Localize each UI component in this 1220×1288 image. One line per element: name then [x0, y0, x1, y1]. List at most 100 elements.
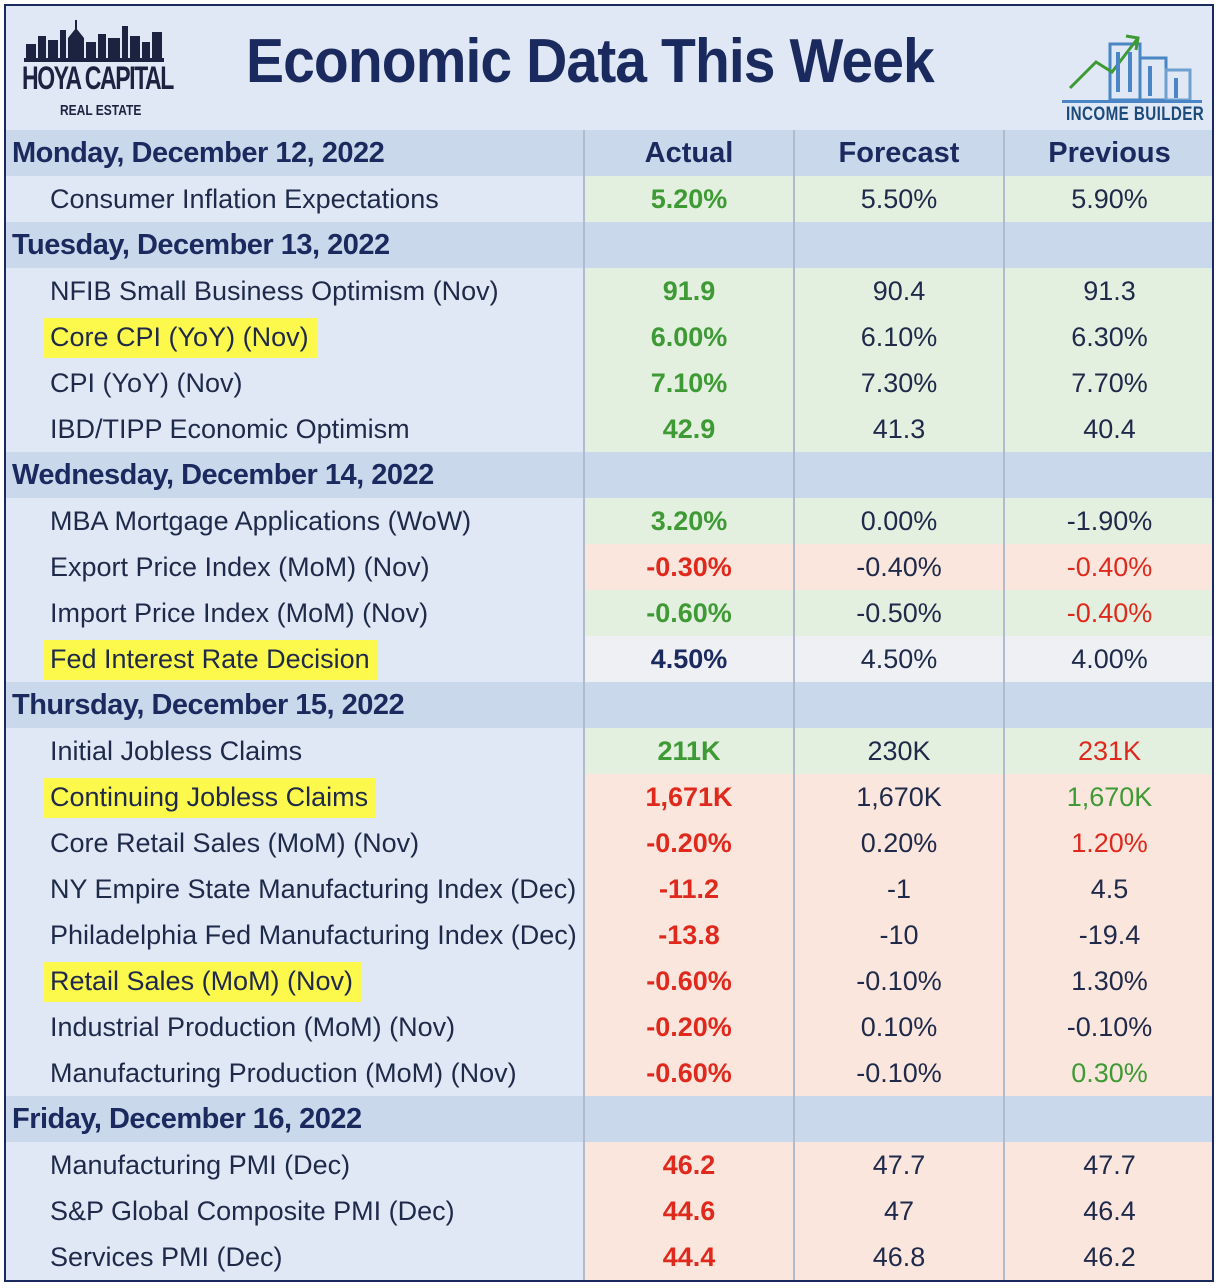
- previous-value: 46.2: [1003, 1234, 1212, 1280]
- indicator-cell: Manufacturing PMI (Dec): [6, 1142, 584, 1188]
- indicator-label: Continuing Jobless Claims: [44, 777, 377, 818]
- previous-value: 6.30%: [1003, 314, 1212, 360]
- day-label: Friday, December 16, 2022: [6, 1096, 584, 1142]
- actual-value: 91.9: [583, 268, 794, 314]
- forecast-value: -0.50%: [793, 590, 1004, 636]
- indicator-row: Core Retail Sales (MoM) (Nov) -0.20% 0.20%…: [6, 820, 1212, 866]
- previous-value: 0.30%: [1003, 1050, 1212, 1096]
- indicator-label: Fed Interest Rate Decision: [44, 639, 378, 680]
- column-header-forecast: [793, 452, 1004, 498]
- forecast-value: -0.40%: [793, 544, 1004, 590]
- forecast-value: 6.10%: [793, 314, 1004, 360]
- column-header-previous: [1003, 682, 1212, 728]
- day-header-row: Thursday, December 15, 2022: [6, 682, 1212, 728]
- indicator-label: Core CPI (YoY) (Nov): [44, 317, 317, 358]
- day-label: Wednesday, December 14, 2022: [6, 452, 584, 498]
- header: HOYA CAPITAL REAL ESTATE Economic Data T…: [6, 6, 1212, 130]
- previous-value: -0.40%: [1003, 590, 1212, 636]
- indicator-label: Manufacturing Production (MoM) (Nov): [50, 1057, 517, 1088]
- indicator-cell: Consumer Inflation Expectations: [6, 176, 584, 222]
- rising-buildings-icon: [1062, 34, 1202, 103]
- indicator-cell: NFIB Small Business Optimism (Nov): [6, 268, 584, 314]
- actual-value: 211K: [583, 728, 794, 774]
- actual-value: -0.60%: [583, 1050, 794, 1096]
- day-header-row: Tuesday, December 13, 2022: [6, 222, 1212, 268]
- actual-value: 44.4: [583, 1234, 794, 1280]
- indicator-label: Export Price Index (MoM) (Nov): [50, 551, 430, 582]
- actual-value: 7.10%: [583, 360, 794, 406]
- column-header-actual: [583, 682, 794, 728]
- indicator-row: Manufacturing Production (MoM) (Nov) -0.6…: [6, 1050, 1212, 1096]
- actual-value: -11.2: [583, 866, 794, 912]
- indicator-row: Philadelphia Fed Manufacturing Index (De…: [6, 912, 1212, 958]
- indicator-cell: IBD/TIPP Economic Optimism: [6, 406, 584, 452]
- indicator-cell: Import Price Index (MoM) (Nov): [6, 590, 584, 636]
- forecast-value: -10: [793, 912, 1004, 958]
- brand-subtitle: REAL ESTATE: [60, 102, 142, 119]
- income-builder-label: INCOME BUILDER: [1066, 104, 1205, 125]
- forecast-value: 47: [793, 1188, 1004, 1234]
- forecast-value: 7.30%: [793, 360, 1004, 406]
- actual-value: -0.30%: [583, 544, 794, 590]
- column-header-actual: [583, 222, 794, 268]
- indicator-label: Import Price Index (MoM) (Nov): [50, 597, 429, 628]
- brand-name: HOYA CAPITAL: [22, 60, 174, 96]
- previous-value: 4.5: [1003, 866, 1212, 912]
- forecast-value: 4.50%: [793, 636, 1004, 682]
- indicator-label: Retail Sales (MoM) (Nov): [44, 961, 362, 1002]
- indicator-cell: Services PMI (Dec): [6, 1234, 584, 1280]
- actual-value: 3.20%: [583, 498, 794, 544]
- day-header-row: Friday, December 16, 2022: [6, 1096, 1212, 1142]
- indicator-row: CPI (YoY) (Nov) 7.10% 7.30% 7.70%: [6, 360, 1212, 406]
- forecast-value: 41.3: [793, 406, 1004, 452]
- indicator-row: Fed Interest Rate Decision 4.50% 4.50% 4.00…: [6, 636, 1212, 682]
- indicator-row: NFIB Small Business Optimism (Nov) 91.9 90…: [6, 268, 1212, 314]
- indicator-row: IBD/TIPP Economic Optimism 42.9 41.3 40.4: [6, 406, 1212, 452]
- previous-value: 46.4: [1003, 1188, 1212, 1234]
- indicator-row: Industrial Production (MoM) (Nov) -0.20% 0…: [6, 1004, 1212, 1050]
- indicator-label: NFIB Small Business Optimism (Nov): [50, 275, 499, 306]
- indicator-row: NY Empire State Manufacturing Index (Dec…: [6, 866, 1212, 912]
- actual-value: -0.20%: [583, 820, 794, 866]
- indicator-row: Manufacturing PMI (Dec) 46.2 47.7 47.7: [6, 1142, 1212, 1188]
- previous-value: -19.4: [1003, 912, 1212, 958]
- forecast-value: 5.50%: [793, 176, 1004, 222]
- previous-value: -0.10%: [1003, 1004, 1212, 1050]
- forecast-value: -0.10%: [793, 1050, 1004, 1096]
- indicator-label: Consumer Inflation Expectations: [50, 183, 439, 214]
- forecast-value: 0.00%: [793, 498, 1004, 544]
- actual-value: -0.20%: [583, 1004, 794, 1050]
- column-header-actual: [583, 1096, 794, 1142]
- column-header-previous: [1003, 222, 1212, 268]
- indicator-label: MBA Mortgage Applications (WoW): [50, 505, 472, 536]
- day-label: Monday, December 12, 2022: [6, 130, 584, 176]
- previous-value: -1.90%: [1003, 498, 1212, 544]
- actual-value: 46.2: [583, 1142, 794, 1188]
- actual-value: -13.8: [583, 912, 794, 958]
- income-builder-logo: INCOME BUILDER: [1062, 18, 1205, 128]
- indicator-cell: S&P Global Composite PMI (Dec): [6, 1188, 584, 1234]
- previous-value: 1.30%: [1003, 958, 1212, 1004]
- indicator-label: NY Empire State Manufacturing Index (Dec…: [50, 873, 577, 904]
- actual-value: 42.9: [583, 406, 794, 452]
- indicator-row: Import Price Index (MoM) (Nov) -0.60% -0.5…: [6, 590, 1212, 636]
- previous-value: 4.00%: [1003, 636, 1212, 682]
- indicator-cell: Continuing Jobless Claims: [6, 774, 584, 820]
- indicator-row: S&P Global Composite PMI (Dec) 44.6 47 46.4: [6, 1188, 1212, 1234]
- previous-value: 1.20%: [1003, 820, 1212, 866]
- indicator-label: CPI (YoY) (Nov): [50, 367, 243, 398]
- column-header-forecast: [793, 1096, 1004, 1142]
- indicator-cell: Manufacturing Production (MoM) (Nov): [6, 1050, 584, 1096]
- forecast-value: 46.8: [793, 1234, 1004, 1280]
- indicator-label: Industrial Production (MoM) (Nov): [50, 1011, 456, 1042]
- actual-value: 5.20%: [583, 176, 794, 222]
- day-label: Tuesday, December 13, 2022: [6, 222, 584, 268]
- indicator-row: Continuing Jobless Claims 1,671K 1,670K 1,6…: [6, 774, 1212, 820]
- actual-value: -0.60%: [583, 958, 794, 1004]
- forecast-value: -1: [793, 866, 1004, 912]
- forecast-value: 90.4: [793, 268, 1004, 314]
- indicator-label: Philadelphia Fed Manufacturing Index (De…: [50, 919, 577, 950]
- forecast-value: 1,670K: [793, 774, 1004, 820]
- forecast-value: 47.7: [793, 1142, 1004, 1188]
- previous-value: 7.70%: [1003, 360, 1212, 406]
